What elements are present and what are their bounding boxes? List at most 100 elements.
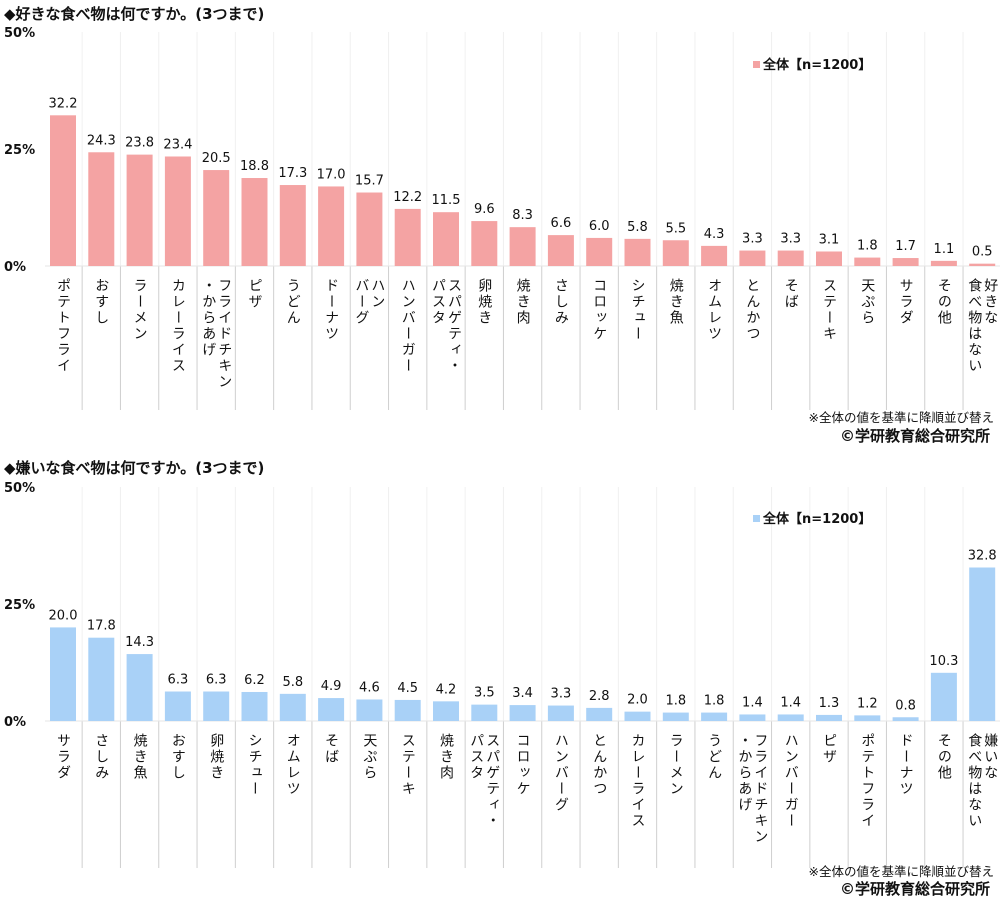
category-label: ピザ	[247, 278, 263, 310]
y-tick-label: 0%	[4, 260, 26, 275]
data-label: 14.3	[125, 635, 154, 650]
bar	[279, 693, 306, 721]
data-label: 2.8	[589, 689, 610, 704]
category-label: バーグ	[353, 278, 369, 326]
chart-title: ◆好きな食べ物は何ですか。(3つまで)	[4, 5, 264, 23]
category-label: フライドチキン	[216, 278, 232, 390]
bar	[88, 152, 115, 266]
category-label: 食べ物はない	[966, 277, 982, 374]
category-label: 天ぷら	[361, 733, 377, 781]
bar	[50, 627, 76, 721]
category-label: 好きな	[982, 278, 998, 326]
data-label: 18.8	[240, 159, 269, 174]
category-label: 天ぷら	[859, 278, 875, 326]
category-label: ピザ	[821, 733, 837, 765]
category-label: シチュー	[247, 733, 263, 797]
data-label: 0.5	[972, 245, 993, 260]
category-label: ポテトフライ	[859, 733, 875, 829]
category-label: とんかつ	[744, 278, 760, 342]
category-label: ・からあげ	[200, 278, 216, 358]
data-label: 20.5	[202, 151, 231, 166]
category-label: さしみ	[553, 278, 569, 326]
data-label: 1.7	[895, 239, 916, 254]
category-label: サラダ	[55, 733, 71, 781]
category-label: ハンバーグ	[553, 733, 569, 813]
bar	[394, 699, 421, 721]
data-label: 6.3	[206, 673, 227, 688]
category-label: 食べ物はない	[966, 732, 982, 829]
data-label: 3.3	[551, 687, 572, 702]
category-label: ハンバーガー	[400, 278, 416, 374]
bar	[509, 227, 536, 266]
bar	[547, 235, 574, 266]
bar	[126, 154, 153, 266]
bar	[356, 699, 383, 721]
data-label: 6.3	[168, 673, 189, 688]
data-label: 9.6	[474, 202, 495, 217]
data-label: 3.1	[819, 232, 840, 247]
bar	[854, 715, 881, 721]
category-label: うどん	[706, 733, 722, 781]
bar	[164, 691, 191, 721]
y-tick-label: 50%	[4, 481, 35, 496]
data-label: 17.8	[87, 619, 116, 634]
category-label: ポテトフライ	[55, 278, 71, 374]
data-label: 8.3	[512, 208, 533, 223]
bar	[433, 212, 459, 266]
bar	[969, 263, 996, 266]
bar	[892, 258, 919, 266]
bar	[394, 208, 421, 266]
bar	[433, 701, 459, 721]
bar	[816, 251, 842, 266]
chart-title: ◆嫌いな食べ物は何ですか。(3つまで)	[4, 459, 264, 477]
legend-label: 全体【n=1200】	[762, 511, 871, 527]
bar	[701, 245, 728, 266]
category-label: おすし	[93, 278, 109, 326]
category-label: 卵焼き	[208, 733, 224, 781]
category-label: カレーライス	[170, 278, 186, 374]
bar	[88, 637, 115, 721]
data-label: 4.3	[704, 227, 725, 242]
category-label: フライドチキン	[752, 733, 768, 845]
data-label: 11.5	[432, 193, 461, 208]
footnote: ※全体の値を基準に降順並び替え	[809, 864, 994, 879]
category-label: 焼き魚	[668, 278, 684, 326]
category-label: コロッケ	[591, 278, 607, 342]
category-label: パスタ	[430, 278, 446, 326]
data-label: 4.9	[321, 679, 342, 694]
category-label: ステーキ	[821, 278, 837, 342]
data-label: 3.3	[780, 232, 801, 247]
data-label: 1.1	[934, 242, 955, 257]
bar	[930, 672, 957, 721]
data-label: 3.3	[742, 232, 763, 247]
bar	[279, 185, 306, 266]
category-label: おすし	[170, 733, 186, 781]
category-label: そば	[323, 733, 339, 765]
data-label: 4.5	[397, 681, 418, 696]
data-label: 12.2	[393, 190, 422, 205]
data-label: 1.4	[742, 695, 763, 710]
y-tick-label: 50%	[4, 26, 35, 41]
category-label: 焼き肉	[438, 733, 454, 781]
y-tick-label: 25%	[4, 598, 35, 613]
data-label: 1.8	[857, 239, 878, 254]
category-label: 焼き魚	[132, 733, 148, 781]
data-label: 1.8	[665, 694, 686, 709]
data-label: 6.2	[244, 673, 265, 688]
category-label: その他	[936, 733, 952, 781]
bar	[739, 714, 766, 721]
bar	[586, 707, 613, 721]
legend-swatch	[753, 61, 760, 68]
bar	[892, 717, 919, 721]
bar	[969, 567, 996, 721]
data-label: 1.2	[857, 696, 878, 711]
category-label: オムレツ	[285, 733, 301, 797]
category-label: オムレツ	[706, 278, 722, 342]
bar	[471, 221, 498, 266]
bar	[203, 170, 230, 266]
category-label: うどん	[285, 278, 301, 326]
data-label: 2.0	[627, 693, 648, 708]
data-label: 6.6	[551, 216, 572, 231]
y-tick-label: 25%	[4, 143, 35, 158]
bar	[241, 178, 268, 266]
